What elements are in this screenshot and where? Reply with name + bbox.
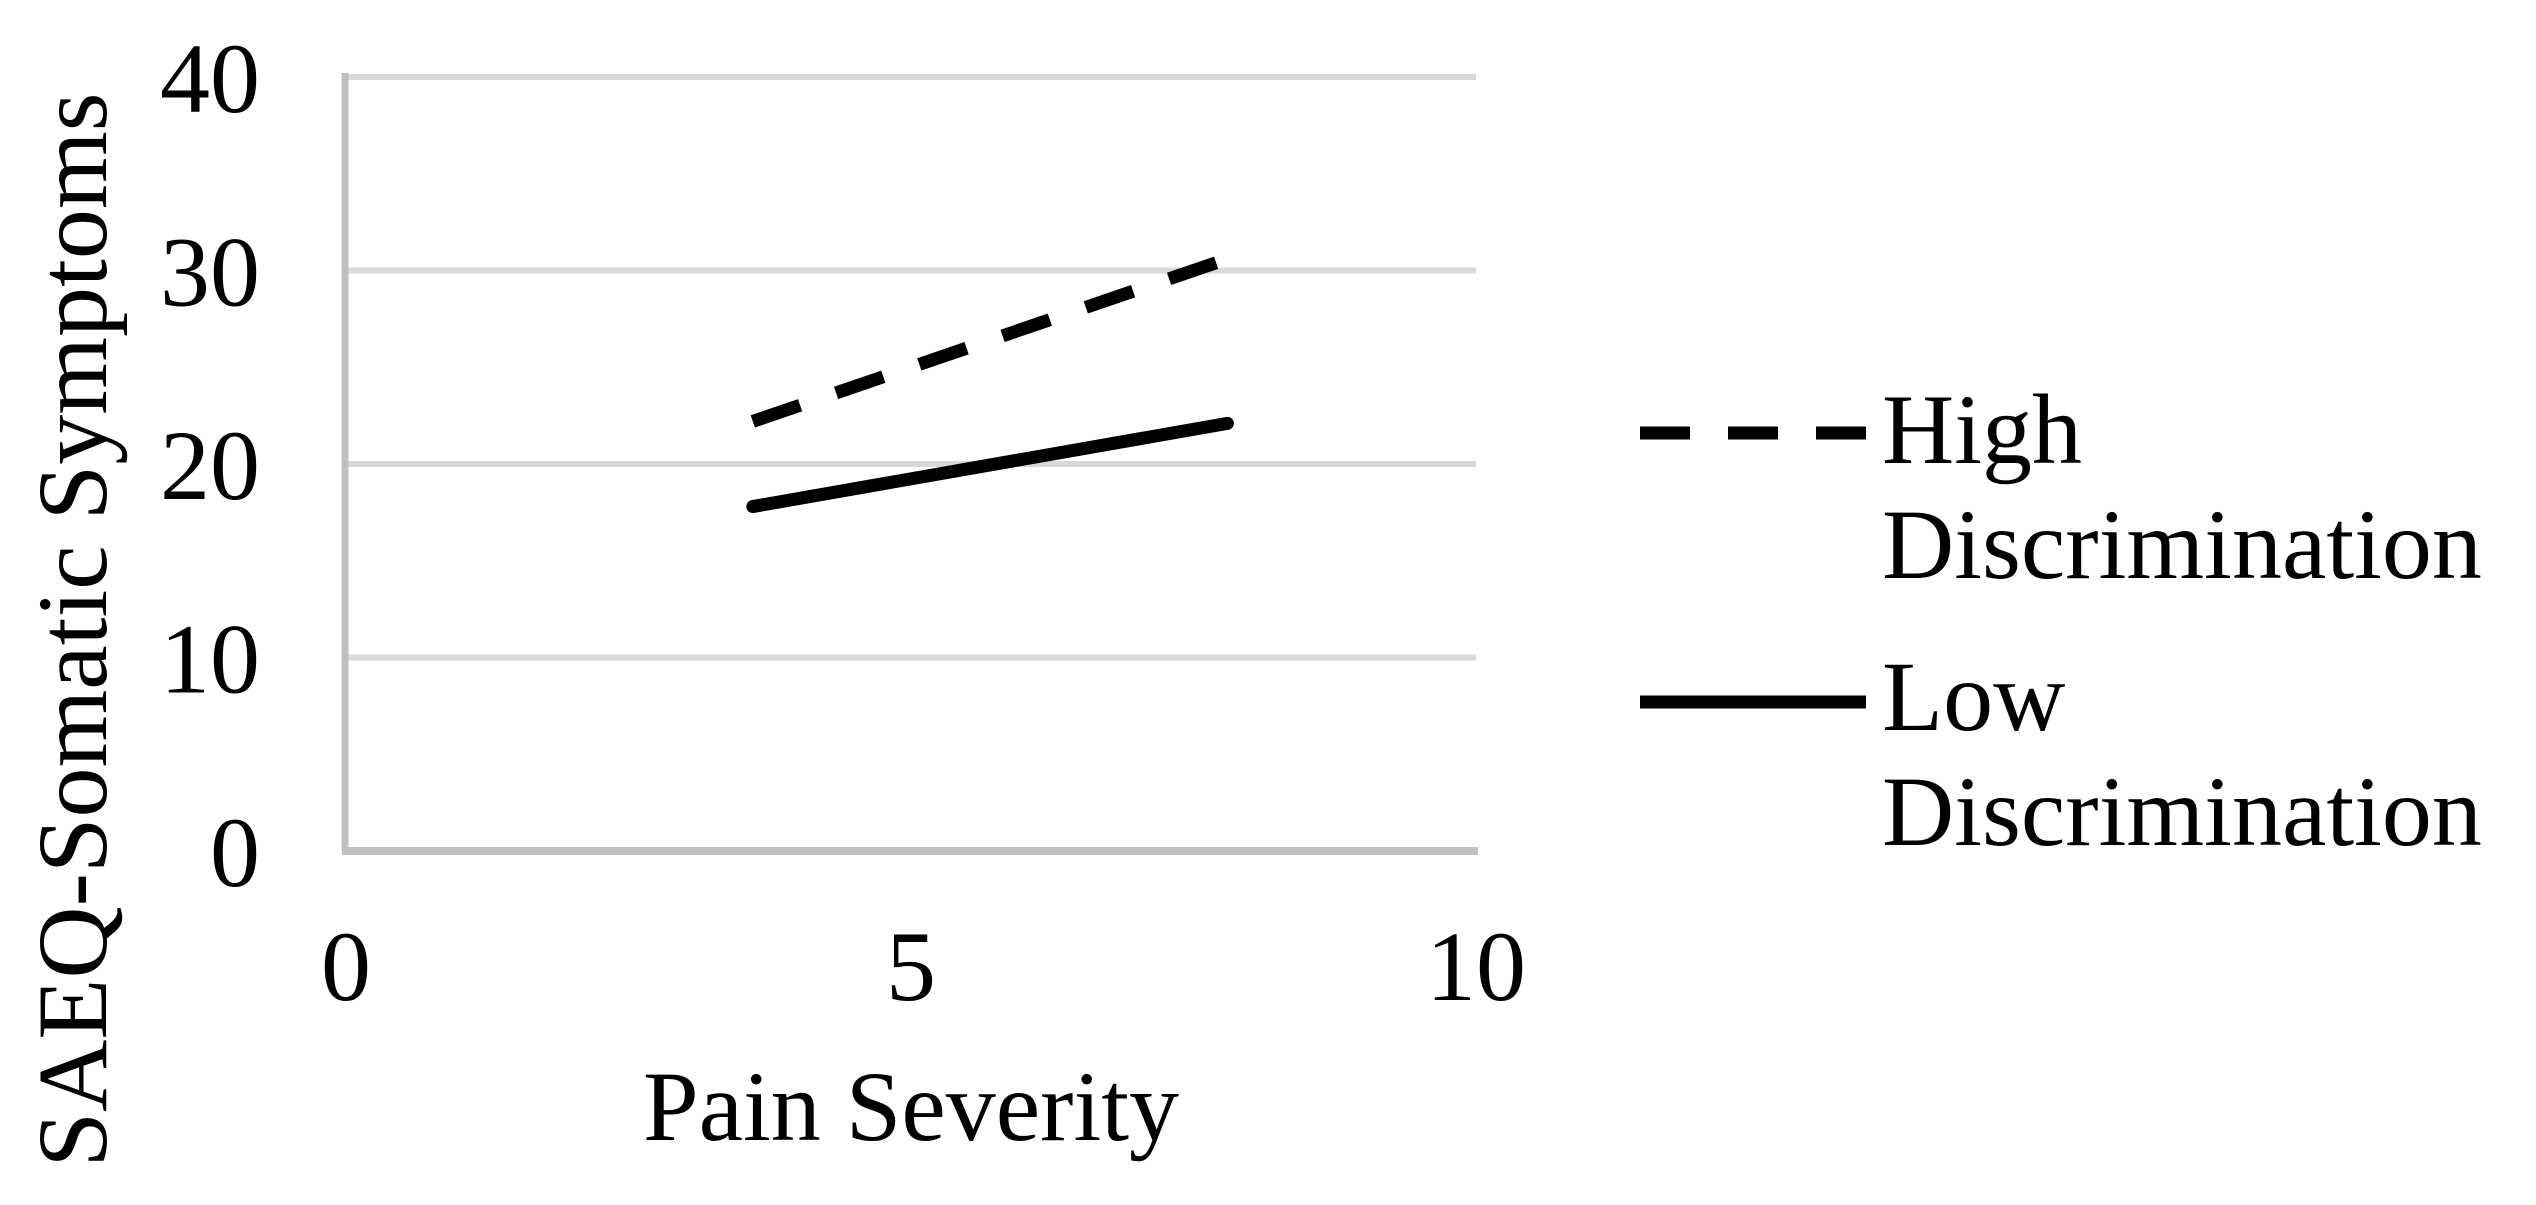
y-tick-label-0: 0 — [210, 797, 260, 908]
y-tick-labels: 0 10 20 30 40 — [160, 23, 260, 908]
gridlines — [346, 74, 1476, 661]
y-axis-title: SAEQ-Somatic Symptoms — [17, 92, 128, 1167]
x-tick-label-0: 0 — [321, 911, 371, 1022]
series-line-high-discrimination — [750, 256, 1219, 428]
series-line-low-discrimination — [746, 416, 1234, 514]
legend-entry-high-discrimination: High Discrimination — [1640, 374, 2482, 600]
legend: High Discrimination Low Discrimination — [1640, 374, 2482, 867]
x-tick-labels: 0 5 10 — [321, 911, 1526, 1022]
legend-label-high-line2: Discrimination — [1882, 489, 2482, 600]
x-tick-label-10: 10 — [1426, 911, 1526, 1022]
legend-label-low-line1: Low — [1882, 641, 2065, 752]
x-tick-label-5: 5 — [886, 911, 936, 1022]
x-axis-title: Pain Severity — [643, 1051, 1179, 1162]
legend-label-low-line2: Discrimination — [1882, 756, 2482, 867]
y-tick-label-40: 40 — [160, 23, 260, 134]
y-tick-label-20: 20 — [160, 410, 260, 521]
plot-series — [746, 256, 1234, 514]
y-tick-label-10: 10 — [160, 604, 260, 715]
legend-entry-low-discrimination: Low Discrimination — [1640, 641, 2482, 867]
y-tick-label-30: 30 — [160, 217, 260, 328]
legend-label-high-line1: High — [1882, 374, 2082, 485]
